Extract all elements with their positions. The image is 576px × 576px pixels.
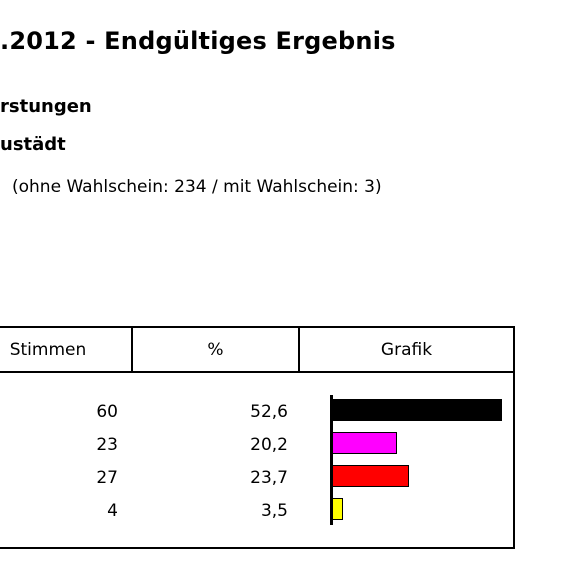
column-header-percent: %	[207, 340, 224, 360]
column-divider	[131, 328, 133, 371]
column-header-stimmen: Stimmen	[9, 340, 87, 360]
result-bar	[332, 399, 502, 421]
bar-axis	[330, 395, 333, 525]
page-title: .2012 - Endgültiges Ergebnis	[0, 27, 396, 55]
result-bar	[332, 432, 397, 454]
column-divider	[298, 328, 300, 371]
header-divider	[0, 371, 513, 373]
result-bar	[332, 465, 409, 487]
votes-cell: 23	[96, 435, 118, 455]
votes-cell: 4	[107, 501, 118, 521]
percent-cell: 52,6	[250, 402, 288, 422]
section-heading: rstungen	[0, 96, 92, 117]
percent-cell: 23,7	[250, 468, 288, 488]
voters-info: (ohne Wahlschein: 234 / mit Wahlschein: …	[12, 177, 382, 197]
votes-cell: 60	[96, 402, 118, 422]
district-heading: ustädt	[0, 134, 66, 155]
percent-cell: 20,2	[250, 435, 288, 455]
result-bar	[332, 498, 343, 520]
votes-cell: 27	[96, 468, 118, 488]
percent-cell: 3,5	[260, 501, 288, 521]
column-header-grafik: Grafik	[380, 340, 433, 360]
results-table: Stimmen % Grafik 60 52,6 23 20,2 27 23,7…	[0, 326, 515, 549]
